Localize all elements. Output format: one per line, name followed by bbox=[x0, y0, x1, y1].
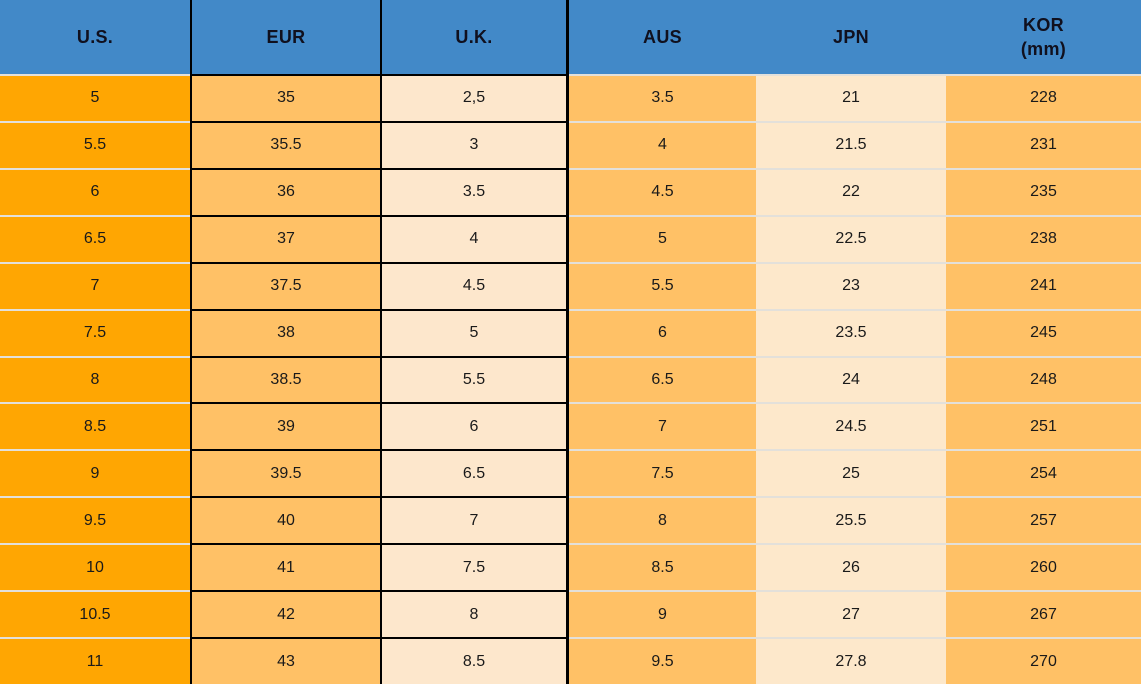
table-cell-jpn: 24 bbox=[756, 355, 946, 403]
column-uk: U.K. 2,5 3 3.5 4 4.5 5 5.5 6 6.5 7 7.5 8 8.5 bbox=[380, 0, 566, 684]
table-cell-aus: 5.5 bbox=[569, 261, 756, 309]
header-label: JPN bbox=[833, 26, 869, 47]
table-cell-eur: 40 bbox=[192, 496, 380, 544]
table-cell-kor: 254 bbox=[946, 449, 1141, 497]
table-cell-uk: 4.5 bbox=[382, 261, 566, 309]
table-cell-kor: 251 bbox=[946, 402, 1141, 450]
header-cell-aus: AUS bbox=[569, 0, 756, 74]
table-cell-jpn: 21.5 bbox=[756, 120, 946, 168]
table-cell-aus: 6 bbox=[569, 308, 756, 356]
column-us: U.S. 5 5.5 6 6.5 7 7.5 8 8.5 9 9.5 10 10.5 11 bbox=[0, 0, 190, 684]
table-cell-uk: 7.5 bbox=[382, 543, 566, 591]
table-cell-eur: 37.5 bbox=[192, 261, 380, 309]
header-label: KOR bbox=[1023, 14, 1064, 35]
table-cell-kor: 228 bbox=[946, 74, 1141, 121]
table-cell-us: 5 bbox=[0, 74, 190, 121]
table-cell-eur: 39 bbox=[192, 402, 380, 450]
table-cell-uk: 4 bbox=[382, 214, 566, 262]
table-cell-us: 10 bbox=[0, 543, 190, 591]
table-cell-us: 9.5 bbox=[0, 496, 190, 544]
column-kor: KOR (mm) 228 231 235 238 241 245 248 251 254 257 2… bbox=[946, 0, 1141, 684]
table-cell-us: 9 bbox=[0, 449, 190, 497]
table-cell-jpn: 25.5 bbox=[756, 496, 946, 544]
table-cell-aus: 5 bbox=[569, 214, 756, 262]
table-cell-jpn: 25 bbox=[756, 449, 946, 497]
header-label: U.S. bbox=[76, 26, 114, 47]
table-cell-uk: 7 bbox=[382, 496, 566, 544]
table-cell-eur: 41 bbox=[192, 543, 380, 591]
table-cell-eur: 35.5 bbox=[192, 120, 380, 168]
table-cell-jpn: 26 bbox=[756, 543, 946, 591]
table-cell-kor: 260 bbox=[946, 543, 1141, 591]
table-cell-uk: 3 bbox=[382, 120, 566, 168]
table-cell-kor: 248 bbox=[946, 355, 1141, 403]
table-cell-kor: 238 bbox=[946, 214, 1141, 262]
table-cell-us: 8.5 bbox=[0, 402, 190, 450]
table-cell-jpn: 22.5 bbox=[756, 214, 946, 262]
table-cell-us: 7.5 bbox=[0, 308, 190, 356]
table-cell-jpn: 23 bbox=[756, 261, 946, 309]
column-eur: EUR 35 35.5 36 37 37.5 38 38.5 39 39.5 40 41 42 43 bbox=[190, 0, 380, 684]
header-cell-us: U.S. bbox=[0, 0, 190, 74]
table-cell-aus: 4.5 bbox=[569, 167, 756, 215]
table-cell-kor: 270 bbox=[946, 637, 1141, 684]
table-cell-aus: 3.5 bbox=[569, 74, 756, 121]
table-cell-aus: 7.5 bbox=[569, 449, 756, 497]
table-cell-aus: 6.5 bbox=[569, 355, 756, 403]
table-cell-kor: 231 bbox=[946, 120, 1141, 168]
table-cell-uk: 8.5 bbox=[382, 637, 566, 684]
table-cell-jpn: 27.8 bbox=[756, 637, 946, 684]
table-cell-eur: 43 bbox=[192, 637, 380, 684]
table-cell-kor: 257 bbox=[946, 496, 1141, 544]
table-cell-aus: 8.5 bbox=[569, 543, 756, 591]
header-label: EUR bbox=[266, 26, 306, 47]
column-aus: AUS 3.5 4 4.5 5 5.5 6 6.5 7 7.5 8 8.5 9 9.5 bbox=[566, 0, 756, 684]
table-cell-us: 6 bbox=[0, 167, 190, 215]
table-cell-eur: 38 bbox=[192, 308, 380, 356]
table-cell-aus: 8 bbox=[569, 496, 756, 544]
table-cell-uk: 8 bbox=[382, 590, 566, 638]
table-cell-eur: 36 bbox=[192, 167, 380, 215]
table-cell-uk: 3.5 bbox=[382, 167, 566, 215]
table-cell-aus: 4 bbox=[569, 120, 756, 168]
table-cell-kor: 267 bbox=[946, 590, 1141, 638]
table-cell-us: 6.5 bbox=[0, 214, 190, 262]
header-cell-kor: KOR (mm) bbox=[946, 0, 1141, 74]
table-cell-eur: 42 bbox=[192, 590, 380, 638]
table-cell-us: 8 bbox=[0, 355, 190, 403]
table-cell-jpn: 21 bbox=[756, 74, 946, 121]
table-cell-kor: 241 bbox=[946, 261, 1141, 309]
table-cell-us: 5.5 bbox=[0, 120, 190, 168]
header-cell-jpn: JPN bbox=[756, 0, 946, 74]
table-cell-jpn: 22 bbox=[756, 167, 946, 215]
table-cell-aus: 9.5 bbox=[569, 637, 756, 684]
table-cell-us: 7 bbox=[0, 261, 190, 309]
table-cell-kor: 235 bbox=[946, 167, 1141, 215]
table-cell-us: 11 bbox=[0, 637, 190, 684]
table-cell-us: 10.5 bbox=[0, 590, 190, 638]
table-cell-uk: 2,5 bbox=[382, 74, 566, 121]
table-cell-aus: 7 bbox=[569, 402, 756, 450]
table-cell-kor: 245 bbox=[946, 308, 1141, 356]
header-label: AUS bbox=[643, 26, 682, 47]
column-jpn: JPN 21 21.5 22 22.5 23 23.5 24 24.5 25 25.5 26 27 27… bbox=[756, 0, 946, 684]
table-cell-jpn: 23.5 bbox=[756, 308, 946, 356]
table-cell-jpn: 24.5 bbox=[756, 402, 946, 450]
table-cell-uk: 6 bbox=[382, 402, 566, 450]
table-cell-uk: 5.5 bbox=[382, 355, 566, 403]
table-cell-uk: 6.5 bbox=[382, 449, 566, 497]
table-cell-jpn: 27 bbox=[756, 590, 946, 638]
header-label: U.K. bbox=[455, 26, 493, 47]
table-cell-aus: 9 bbox=[569, 590, 756, 638]
table-cell-eur: 35 bbox=[192, 74, 380, 121]
table-cell-uk: 5 bbox=[382, 308, 566, 356]
table-cell-eur: 39.5 bbox=[192, 449, 380, 497]
table-cell-eur: 37 bbox=[192, 214, 380, 262]
header-cell-eur: EUR bbox=[192, 0, 380, 74]
table-cell-eur: 38.5 bbox=[192, 355, 380, 403]
header-cell-uk: U.K. bbox=[382, 0, 566, 74]
header-sublabel: (mm) bbox=[1020, 39, 1067, 59]
